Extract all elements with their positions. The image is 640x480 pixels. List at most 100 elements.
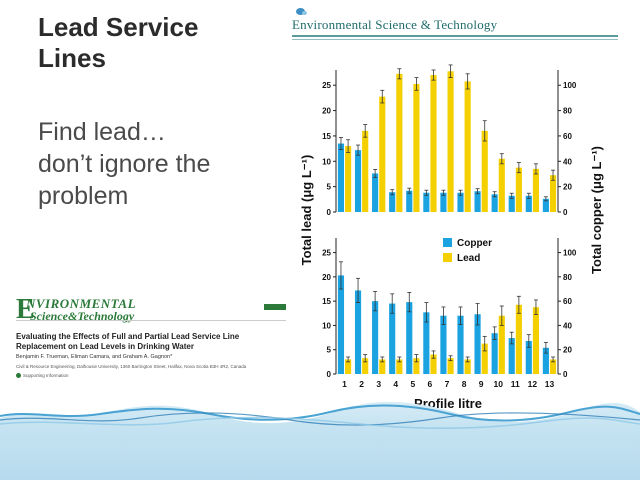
- water-footer: [0, 401, 640, 480]
- lead-bar: [430, 354, 437, 374]
- right-tick-label-top: 60: [563, 132, 572, 141]
- x-tick-label: 3: [376, 379, 381, 389]
- x-tick-label: 10: [493, 379, 503, 389]
- copper-bar: [508, 195, 515, 212]
- x-tick-label: 11: [511, 379, 520, 389]
- lead-bar: [549, 175, 557, 212]
- copper-bar: [440, 192, 447, 212]
- slide-title: Lead Service Lines: [38, 12, 278, 74]
- copper-bar: [542, 347, 549, 374]
- left-tick-label-bottom: 0: [327, 370, 332, 379]
- paper-support-label: Supporting Information: [23, 373, 69, 378]
- lead-bar: [413, 83, 420, 212]
- right-tick-label-bottom: 100: [563, 249, 577, 258]
- chart-axes: 0510152025020406080100051015202502040608…: [322, 70, 577, 389]
- right-tick-label-top: 20: [563, 183, 572, 192]
- x-tick-label: 5: [410, 379, 415, 389]
- slide-body: Find lead… don’t ignore the problem: [38, 116, 278, 212]
- slide-body-line3: problem: [38, 182, 129, 210]
- right-tick-label-bottom: 60: [563, 297, 572, 306]
- copper-bar: [372, 173, 379, 212]
- legend-copper-label: Copper: [457, 238, 492, 249]
- journal-name: Environmental Science & Technology: [292, 17, 498, 32]
- copper-bar: [525, 195, 532, 212]
- left-tick-label-top: 15: [322, 132, 331, 141]
- lead-bar: [532, 307, 540, 374]
- lead-bar: [396, 359, 403, 374]
- lead-bar: [345, 146, 352, 212]
- lead-bar: [413, 358, 420, 374]
- copper-bar: [372, 301, 379, 374]
- x-tick-label: 1: [342, 379, 347, 389]
- lead-bar: [379, 96, 386, 212]
- lead-bar: [464, 359, 471, 374]
- journal-logo: E NVIRONMENTAL Science&Technology: [16, 294, 136, 325]
- left-tick-label-bottom: 25: [322, 249, 331, 258]
- lead-bar: [362, 358, 369, 374]
- lead-bar: [345, 359, 352, 374]
- panel-top: [337, 64, 557, 213]
- left-tick-label-top: 10: [322, 157, 331, 166]
- panel-bottom: [337, 261, 557, 374]
- legend-lead-label: Lead: [457, 253, 480, 264]
- x-tick-label: 6: [428, 379, 433, 389]
- slide-title-line2: Lines: [38, 43, 106, 73]
- journal-rule-thin: [292, 39, 618, 40]
- lead-copper-profile-chart: 0510152025020406080100051015202502040608…: [299, 64, 604, 410]
- left-tick-label-top: 0: [327, 208, 332, 217]
- lead-bar: [464, 81, 471, 213]
- left-tick-label-bottom: 5: [327, 346, 332, 355]
- x-tick-label: 12: [528, 379, 538, 389]
- x-tick-label: 2: [359, 379, 364, 389]
- legend-copper-swatch: [443, 238, 452, 247]
- journal-rule: [292, 35, 618, 37]
- lead-bar: [447, 71, 454, 213]
- lead-bar: [515, 304, 522, 374]
- right-tick-label-bottom: 40: [563, 321, 572, 330]
- copper-bar: [457, 192, 464, 212]
- logo-line1: NVIRONMENTAL: [26, 296, 137, 311]
- slide-title-line1: Lead Service: [38, 12, 199, 42]
- y-axis-right-label: Total copper (μg L⁻¹): [589, 146, 604, 274]
- right-tick-label-bottom: 80: [563, 273, 572, 282]
- logo-letter: E: [16, 294, 35, 325]
- copper-bar: [337, 275, 345, 374]
- support-info-icon: [16, 373, 21, 379]
- paper-header: E NVIRONMENTAL Science&Technology Evalua…: [8, 290, 288, 395]
- copper-bar: [389, 303, 396, 374]
- copper-bar: [389, 192, 396, 212]
- journal-header: Environmental Science & Technology: [276, 8, 618, 40]
- paper-support: Supporting Information: [16, 373, 69, 379]
- right-tick-label-top: 0: [563, 208, 568, 217]
- copper-bar: [337, 143, 345, 212]
- copper-bar: [474, 314, 481, 374]
- right-tick-label-bottom: 20: [563, 346, 572, 355]
- right-tick-label-top: 80: [563, 107, 572, 116]
- copper-bar: [354, 150, 362, 212]
- chart-legend: Copper Lead: [443, 238, 492, 264]
- left-tick-label-bottom: 10: [322, 321, 331, 330]
- lead-bar: [447, 358, 454, 374]
- paper-authors: Benjamin F. Trueman, Eliman Camara, and …: [16, 354, 173, 360]
- right-tick-label-top: 40: [563, 157, 572, 166]
- x-axis-label: Profile litre: [414, 396, 482, 410]
- lead-bar: [549, 359, 557, 374]
- lead-bar: [481, 343, 488, 374]
- copper-bar: [406, 190, 413, 212]
- copper-bar: [354, 290, 362, 374]
- copper-bar: [508, 338, 515, 374]
- lead-bar: [498, 315, 505, 374]
- lead-bar: [481, 130, 488, 212]
- legend-lead-swatch: [443, 253, 452, 262]
- copper-bar: [423, 192, 430, 212]
- journal-drop-icon: [296, 8, 305, 15]
- copper-bar: [474, 191, 481, 212]
- paper-title: Evaluating the Effects of Full and Parti…: [16, 332, 240, 351]
- y-axis-left-label: Total lead (μg L⁻¹): [299, 155, 314, 266]
- copper-bar: [491, 194, 498, 212]
- slide-body-line2: don’t ignore the: [38, 150, 211, 178]
- slide-body-line1: Find lead…: [38, 118, 166, 146]
- copper-bar: [440, 315, 447, 374]
- lead-bar: [498, 158, 505, 212]
- left-tick-label-top: 25: [322, 81, 331, 90]
